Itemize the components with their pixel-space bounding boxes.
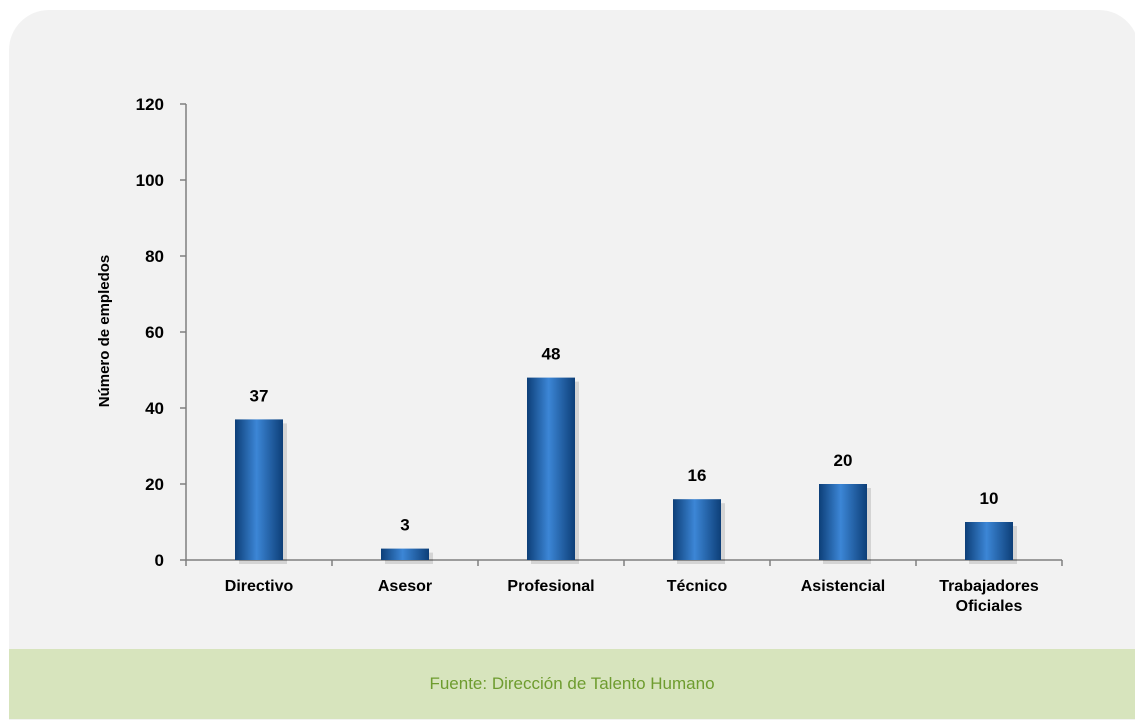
- category-label: Asesor: [378, 578, 432, 595]
- bar-profesional: [527, 377, 575, 560]
- bar-asesor: [381, 548, 429, 560]
- chart-panel: [9, 10, 1135, 720]
- data-label: 16: [688, 466, 707, 485]
- category-label: Trabajadores Oficiales: [939, 578, 1039, 615]
- bar-asistencial: [819, 484, 867, 560]
- data-label: 3: [400, 516, 409, 535]
- category-label-line: Trabajadores: [939, 578, 1039, 595]
- bar-directivo: [235, 419, 283, 560]
- data-label: 48: [542, 345, 561, 364]
- category-label-line: Oficiales: [956, 598, 1023, 615]
- bar-t-cnico: [673, 499, 721, 560]
- y-tick-label: 60: [145, 323, 164, 342]
- category-label: Asistencial: [801, 578, 885, 595]
- y-tick-label: 20: [145, 475, 164, 494]
- bar-trabajadores-oficiales: [965, 522, 1013, 560]
- bar-chart: 0 20 40 60 80 100 120 37 Directivo 3 Asesor 48 Profe…: [96, 95, 1063, 615]
- y-tick-label: 40: [145, 399, 164, 418]
- category-label: Directivo: [225, 578, 294, 595]
- source-footer: Fuente: Dirección de Talento Humano: [9, 649, 1135, 719]
- source-text: Fuente: Dirección de Talento Humano: [429, 674, 715, 693]
- y-tick-label: 80: [145, 247, 164, 266]
- data-label: 10: [980, 489, 999, 508]
- category-label: Profesional: [507, 578, 594, 595]
- data-label: 20: [834, 451, 853, 470]
- y-tick-label: 0: [155, 551, 164, 570]
- category-label: Técnico: [667, 578, 728, 595]
- y-tick-label: 120: [136, 95, 164, 114]
- y-tick-label: 100: [136, 171, 164, 190]
- y-axis-title: Número de empledos: [96, 255, 113, 408]
- data-label: 37: [250, 386, 269, 405]
